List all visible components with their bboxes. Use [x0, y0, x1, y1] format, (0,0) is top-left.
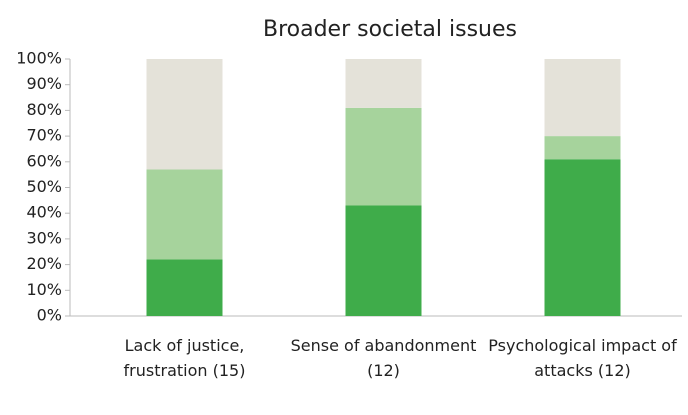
bar-segment [544, 159, 621, 316]
bar-segment [146, 59, 223, 170]
y-tick-label: 60% [26, 151, 62, 170]
y-tick-label: 20% [26, 254, 62, 273]
y-tick-label: 80% [26, 100, 62, 119]
x-tick-label: Psychological impact of attacks (12) [488, 336, 677, 380]
y-tick-label: 50% [26, 177, 62, 196]
y-tick-label: 0% [37, 306, 62, 325]
bar-segment [146, 259, 223, 316]
y-tick-label: 70% [26, 126, 62, 145]
bar-segment [544, 59, 621, 137]
x-tick-label: Lack of justice, frustration (15) [123, 336, 246, 380]
x-tick-label: Sense of abandonment (12) [290, 336, 477, 380]
bar-segment [345, 205, 422, 316]
y-tick-label: 10% [26, 280, 62, 299]
y-tick-label: 40% [26, 203, 62, 222]
bar-segment [146, 169, 223, 260]
bar-segment [345, 59, 422, 108]
chart-title: Broader societal issues [263, 17, 517, 42]
bar-segment [544, 136, 621, 160]
y-tick-label: 90% [26, 74, 62, 93]
bar-segment [345, 107, 422, 206]
y-tick-label: 30% [26, 228, 62, 247]
y-tick-label: 100% [16, 49, 62, 68]
